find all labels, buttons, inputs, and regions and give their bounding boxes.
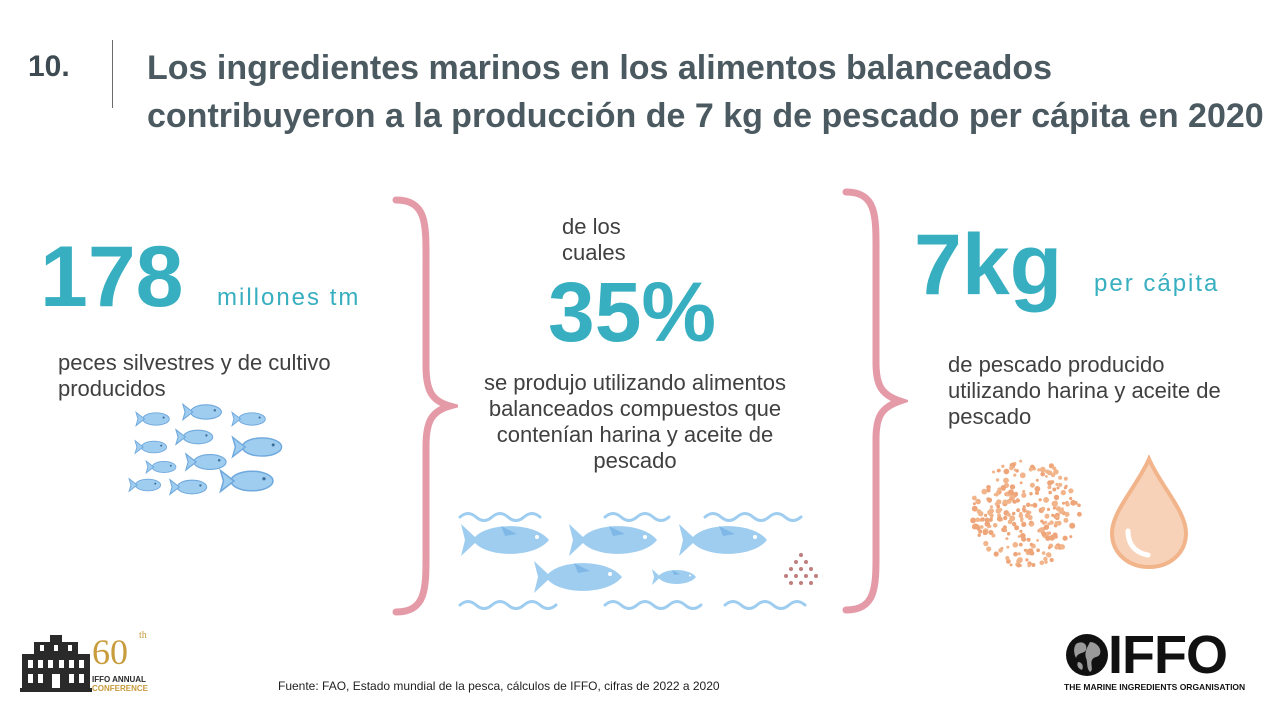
stat-description-per-capita: de pescado producido utilizando harina y… bbox=[948, 352, 1221, 429]
stat-description-share: se produjo utilizando alimentos balancea… bbox=[483, 370, 787, 473]
globe-icon bbox=[1066, 634, 1108, 676]
conference-logo-text: IFFO ANNUAL CONFERENCE bbox=[92, 675, 148, 693]
building-icon bbox=[20, 635, 92, 692]
brace-right bbox=[842, 188, 908, 614]
stat-value-production: 178 bbox=[40, 229, 184, 325]
iffo-wordmark: IFFO bbox=[1108, 625, 1228, 685]
conference-logo-line1: IFFO ANNUAL bbox=[92, 675, 146, 684]
iffo-tagline: THE MARINE INGREDIENTS ORGANISATION bbox=[1064, 682, 1246, 692]
conference-logo-line2: CONFERENCE bbox=[92, 684, 149, 693]
title-divider bbox=[112, 40, 113, 108]
brace-left bbox=[392, 196, 458, 616]
fish-school-icon bbox=[128, 403, 283, 495]
slide-number: 10. bbox=[28, 50, 70, 83]
fishmeal-pellets-icon bbox=[784, 553, 818, 585]
stat-preface-share: de los cuales bbox=[562, 214, 626, 265]
stat-value-share: 35% bbox=[548, 265, 717, 359]
oil-drop-icon bbox=[1109, 455, 1189, 570]
waves-icon bbox=[458, 512, 807, 610]
stat-unit-per-capita: per cápita bbox=[1094, 270, 1220, 297]
fishmeal-icon bbox=[970, 459, 1082, 568]
conference-anniversary-number: 60 bbox=[92, 632, 128, 672]
stat-value-per-capita: 7kg bbox=[914, 217, 1063, 313]
stat-unit-production: millones tm bbox=[217, 284, 361, 311]
slide-title: Los ingredientes marinos en los alimento… bbox=[147, 49, 1264, 135]
stat-description-production: peces silvestres y de cultivo producidos bbox=[58, 350, 331, 401]
source-note: Fuente: FAO, Estado mundial de la pesca,… bbox=[278, 679, 720, 693]
fish-icon bbox=[461, 524, 767, 593]
conference-anniversary-suffix: th bbox=[139, 630, 147, 641]
